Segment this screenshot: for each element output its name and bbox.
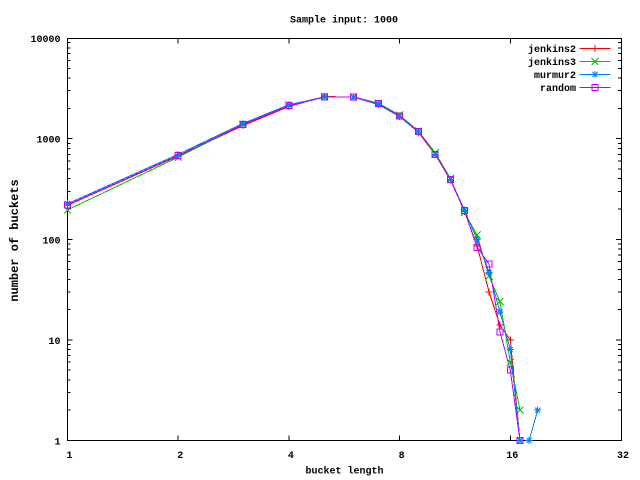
svg-text:number of buckets: number of buckets: [8, 179, 22, 301]
svg-text:10: 10: [48, 337, 60, 348]
svg-text:100: 100: [42, 236, 60, 247]
svg-text:bucket length: bucket length: [305, 466, 383, 478]
svg-text:Sample input: 1000: Sample input: 1000: [290, 15, 398, 27]
svg-text:10000: 10000: [30, 35, 60, 46]
svg-text:4: 4: [288, 451, 294, 462]
svg-text:jenkins3: jenkins3: [528, 57, 576, 69]
svg-text:1: 1: [54, 438, 60, 449]
svg-text:random: random: [540, 83, 576, 95]
svg-text:2: 2: [177, 451, 183, 462]
svg-text:16: 16: [506, 451, 518, 462]
svg-text:32: 32: [617, 451, 629, 462]
svg-text:jenkins2: jenkins2: [528, 44, 576, 56]
svg-text:1000: 1000: [36, 136, 60, 147]
svg-text:murmur2: murmur2: [534, 71, 576, 82]
svg-text:8: 8: [399, 451, 405, 462]
svg-text:1: 1: [66, 451, 72, 462]
